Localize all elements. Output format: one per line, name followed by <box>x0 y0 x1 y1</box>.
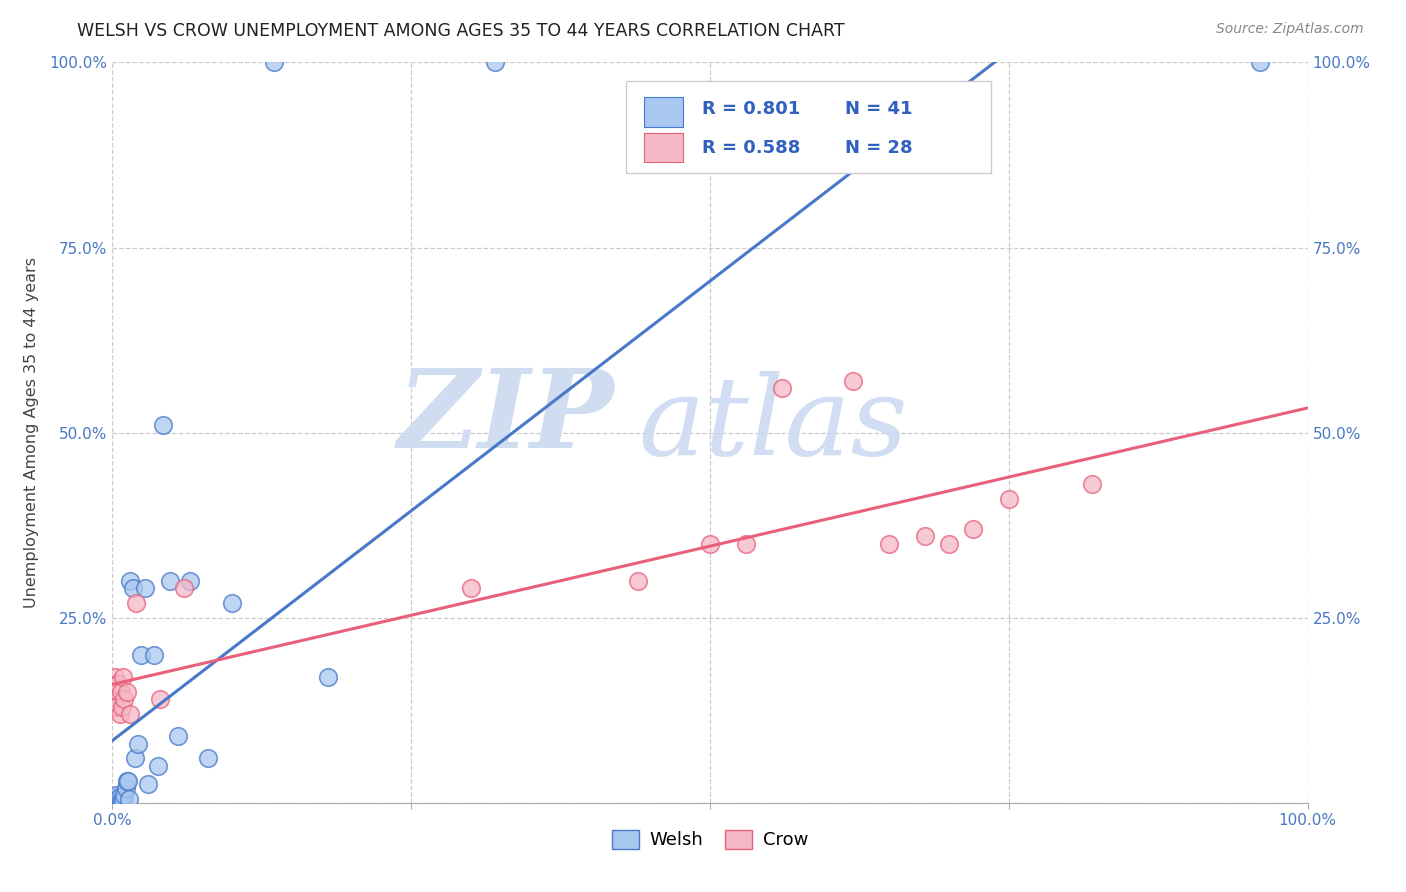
Point <box>879 536 901 550</box>
Point <box>112 793 135 807</box>
Point <box>101 796 124 810</box>
Point <box>101 794 124 808</box>
Point <box>842 374 865 388</box>
Point <box>735 536 758 550</box>
Point <box>108 706 131 721</box>
Point <box>105 796 128 810</box>
Point <box>103 699 125 714</box>
Point <box>129 648 152 662</box>
Point <box>112 670 135 684</box>
FancyBboxPatch shape <box>644 97 682 127</box>
Text: R = 0.588: R = 0.588 <box>702 138 800 157</box>
FancyBboxPatch shape <box>627 81 991 173</box>
Point <box>117 773 139 788</box>
Point <box>998 492 1021 507</box>
Point <box>105 789 128 803</box>
Point <box>167 729 190 743</box>
Point <box>124 751 146 765</box>
FancyBboxPatch shape <box>644 133 682 162</box>
Point <box>111 796 134 810</box>
Point <box>138 777 160 791</box>
Text: atlas: atlas <box>638 371 908 479</box>
Text: R = 0.801: R = 0.801 <box>702 100 800 118</box>
Point <box>152 418 174 433</box>
Text: N = 28: N = 28 <box>845 138 912 157</box>
Point <box>114 789 135 803</box>
Point <box>127 737 149 751</box>
Point <box>121 581 143 595</box>
Point <box>101 685 124 699</box>
Point <box>110 685 132 699</box>
Point <box>1249 55 1271 70</box>
Point <box>118 792 141 806</box>
Point <box>1081 477 1104 491</box>
Point <box>120 574 142 588</box>
Point <box>104 670 127 684</box>
Point <box>316 670 339 684</box>
Point <box>197 751 219 765</box>
Point <box>263 55 285 70</box>
Point <box>914 529 936 543</box>
Point <box>105 677 128 691</box>
Point <box>108 789 131 804</box>
Point <box>114 780 136 795</box>
Point <box>103 796 125 810</box>
Y-axis label: Unemployment Among Ages 35 to 44 years: Unemployment Among Ages 35 to 44 years <box>24 257 38 608</box>
Text: Source: ZipAtlas.com: Source: ZipAtlas.com <box>1216 22 1364 37</box>
Text: ZIP: ZIP <box>398 364 614 472</box>
Point <box>104 789 127 804</box>
Point <box>770 381 793 395</box>
Point <box>105 699 128 714</box>
Point <box>114 692 135 706</box>
Point <box>107 677 129 691</box>
Text: N = 41: N = 41 <box>845 100 912 118</box>
Legend: Welsh, Crow: Welsh, Crow <box>605 823 815 856</box>
Point <box>484 55 506 70</box>
Point <box>107 796 129 810</box>
Point <box>107 792 129 806</box>
Point <box>103 791 125 805</box>
Point <box>125 596 148 610</box>
Point <box>104 794 127 808</box>
Point <box>101 793 124 807</box>
Point <box>108 794 131 808</box>
Point <box>120 706 142 721</box>
Point <box>111 699 134 714</box>
Point <box>115 685 138 699</box>
Point <box>221 596 243 610</box>
Point <box>146 758 169 772</box>
Text: WELSH VS CROW UNEMPLOYMENT AMONG AGES 35 TO 44 YEARS CORRELATION CHART: WELSH VS CROW UNEMPLOYMENT AMONG AGES 35… <box>77 22 845 40</box>
Point <box>159 574 181 588</box>
Point <box>115 773 138 788</box>
Point <box>627 574 650 588</box>
Point <box>938 536 960 550</box>
Point <box>173 581 195 595</box>
Point <box>179 574 201 588</box>
Point <box>699 536 721 550</box>
Point <box>143 648 166 662</box>
Point <box>460 581 482 595</box>
Point <box>110 794 132 808</box>
Point <box>149 692 172 706</box>
Point <box>962 522 984 536</box>
Point <box>105 794 128 808</box>
Point <box>134 581 156 595</box>
